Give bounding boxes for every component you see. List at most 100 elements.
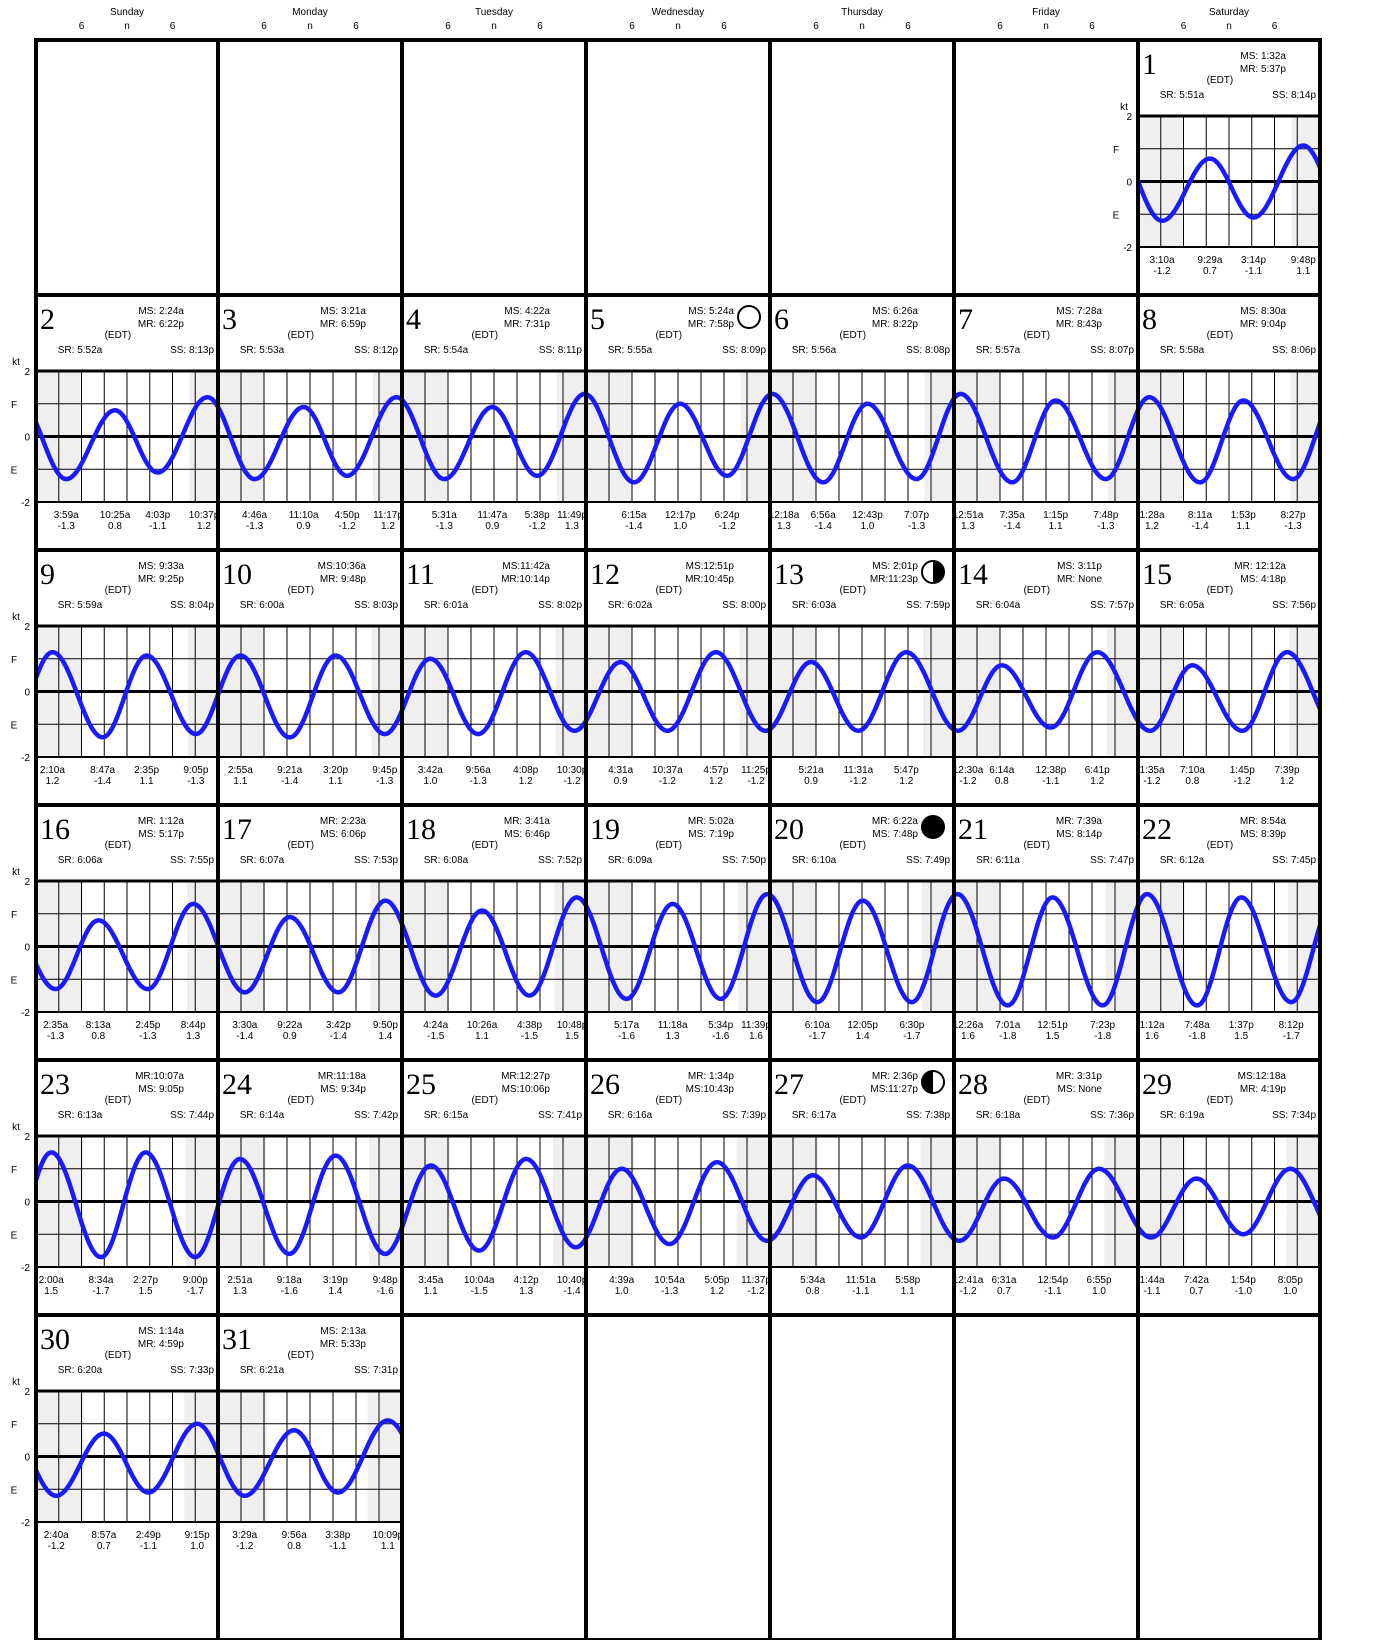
- timezone-label: (EDT): [1023, 330, 1050, 341]
- event-value: -1.7: [92, 1286, 110, 1297]
- event-time: 2:27p: [133, 1275, 158, 1286]
- hour-tick-label: 6: [1089, 21, 1095, 32]
- y-tick-label: 0: [24, 943, 30, 954]
- sunrise-time: SR: 6:00a: [240, 600, 285, 611]
- sunset-time: SS: 7:47p: [1090, 855, 1134, 866]
- day-number: 26: [590, 1068, 620, 1101]
- event-value: 1.2: [710, 1286, 724, 1297]
- sunrise-time: SR: 6:11a: [976, 855, 1020, 866]
- flood-label: F: [11, 1165, 17, 1176]
- y-tick-label: -2: [21, 1008, 30, 1019]
- moon-time-2: MR: 8:22p: [872, 319, 919, 330]
- hour-tick-label: 6: [261, 21, 267, 32]
- event-time: 4:08p: [513, 765, 538, 776]
- day-number: 23: [40, 1068, 70, 1101]
- ebb-label: E: [11, 975, 18, 986]
- event-time: 6:55p: [1087, 1275, 1112, 1286]
- event-time: 1:35a: [1139, 765, 1164, 776]
- event-time: 11:47a: [477, 510, 507, 521]
- event-value: -1.1: [1044, 1286, 1062, 1297]
- y-tick-label: 0: [24, 1453, 30, 1464]
- sunrise-time: SR: 6:03a: [792, 600, 837, 611]
- calendar-cell: [768, 38, 956, 297]
- current-curve: [768, 893, 956, 1005]
- event-time: 12:51p: [1037, 1020, 1068, 1031]
- event-value: 1.0: [190, 1541, 204, 1552]
- event-value: 1.0: [673, 521, 687, 532]
- event-time: 1:54p: [1231, 1275, 1256, 1286]
- event-value: 1.6: [749, 1031, 763, 1042]
- sunset-time: SS: 8:00p: [722, 600, 766, 611]
- event-time: 9:21a: [277, 765, 302, 776]
- sunset-time: SS: 7:55p: [170, 855, 214, 866]
- sunrise-time: SR: 6:21a: [240, 1365, 285, 1376]
- event-value: 0.8: [91, 1031, 105, 1042]
- event-time: 12:30a: [953, 765, 984, 776]
- event-value: 0.9: [297, 521, 311, 532]
- ebb-label: E: [11, 1485, 18, 1496]
- event-time: 3:42a: [418, 765, 443, 776]
- event-time: 12:54p: [1038, 1275, 1069, 1286]
- day-number: 28: [958, 1068, 988, 1101]
- event-time: 8:57a: [91, 1530, 116, 1541]
- y-tick-label: 0: [24, 433, 30, 444]
- event-value: -1.2: [659, 776, 677, 787]
- event-time: 9:15p: [185, 1530, 210, 1541]
- moon-time-2: MR: 6:22p: [138, 319, 185, 330]
- day-number: 12: [590, 558, 620, 591]
- moon-time-2: MR: 4:59p: [138, 1339, 185, 1350]
- timezone-label: (EDT): [287, 840, 314, 851]
- moon-time-1: MR: 12:12a: [1234, 561, 1286, 572]
- moon-time-2: MR:10:45p: [685, 574, 734, 585]
- event-value: -1.4: [1004, 521, 1022, 532]
- moon-time-1: MS: 1:32a: [1240, 51, 1286, 62]
- event-value: 1.5: [1234, 1031, 1248, 1042]
- sunset-time: SS: 8:07p: [1090, 345, 1134, 356]
- sunrise-time: SR: 5:59a: [58, 600, 103, 611]
- event-time: 3:19p: [323, 1275, 348, 1286]
- unit-label: kt: [12, 357, 20, 368]
- event-time: 9:00p: [183, 1275, 208, 1286]
- timezone-label: (EDT): [287, 1350, 314, 1361]
- text-layer: Sunday 6 n 6 Monday 6 n 6 Tuesday 6 n 6 Wednesday 6 n 6…: [11, 7, 1317, 1552]
- event-value: 0.8: [1185, 776, 1199, 787]
- event-value: 0.7: [1189, 1286, 1203, 1297]
- hour-tick-label: n: [859, 21, 865, 32]
- sunset-time: SS: 8:08p: [906, 345, 950, 356]
- hour-tick-label: 6: [813, 21, 819, 32]
- moon-time-2: MS: 8:14p: [1056, 829, 1102, 840]
- event-value: -1.4: [563, 1286, 581, 1297]
- event-time: 8:05p: [1278, 1275, 1303, 1286]
- current-curve: [952, 1166, 1140, 1244]
- hour-tick-label: 6: [537, 21, 543, 32]
- current-curve: [215, 898, 405, 995]
- moon-time-2: MR: 4:19p: [1240, 1084, 1287, 1095]
- event-value: -1.2: [48, 1541, 66, 1552]
- event-time: 4:57p: [703, 765, 728, 776]
- hour-tick-label: 6: [445, 21, 451, 32]
- current-curve: [1135, 891, 1323, 1008]
- weekday-saturday: Saturday: [1209, 7, 1249, 18]
- event-value: -1.2: [747, 1286, 765, 1297]
- event-time: 8:44p: [181, 1020, 206, 1031]
- event-time: 5:34p: [708, 1020, 733, 1031]
- event-time: 12:38p: [1036, 765, 1067, 776]
- event-time: 11:31a: [843, 765, 873, 776]
- sunset-time: SS: 8:09p: [722, 345, 766, 356]
- timezone-label: (EDT): [1207, 840, 1234, 851]
- event-value: 0.9: [283, 1031, 297, 1042]
- y-tick-label: 2: [24, 367, 30, 378]
- y-tick-label: 2: [24, 622, 30, 633]
- event-time: 5:34a: [800, 1275, 825, 1286]
- moon-time-2: MS: 6:46p: [504, 829, 550, 840]
- sunrise-time: SR: 6:08a: [424, 855, 469, 866]
- moon-time-2: MS: 4:18p: [1240, 574, 1286, 585]
- event-time: 2:49p: [136, 1530, 161, 1541]
- event-value: -1.8: [1189, 1031, 1207, 1042]
- timezone-label: (EDT): [471, 1095, 498, 1106]
- y-tick-label: 2: [24, 877, 30, 888]
- event-value: 0.9: [614, 776, 628, 787]
- event-time: 6:24p: [715, 510, 740, 521]
- sunrise-time: SR: 6:15a: [424, 1110, 469, 1121]
